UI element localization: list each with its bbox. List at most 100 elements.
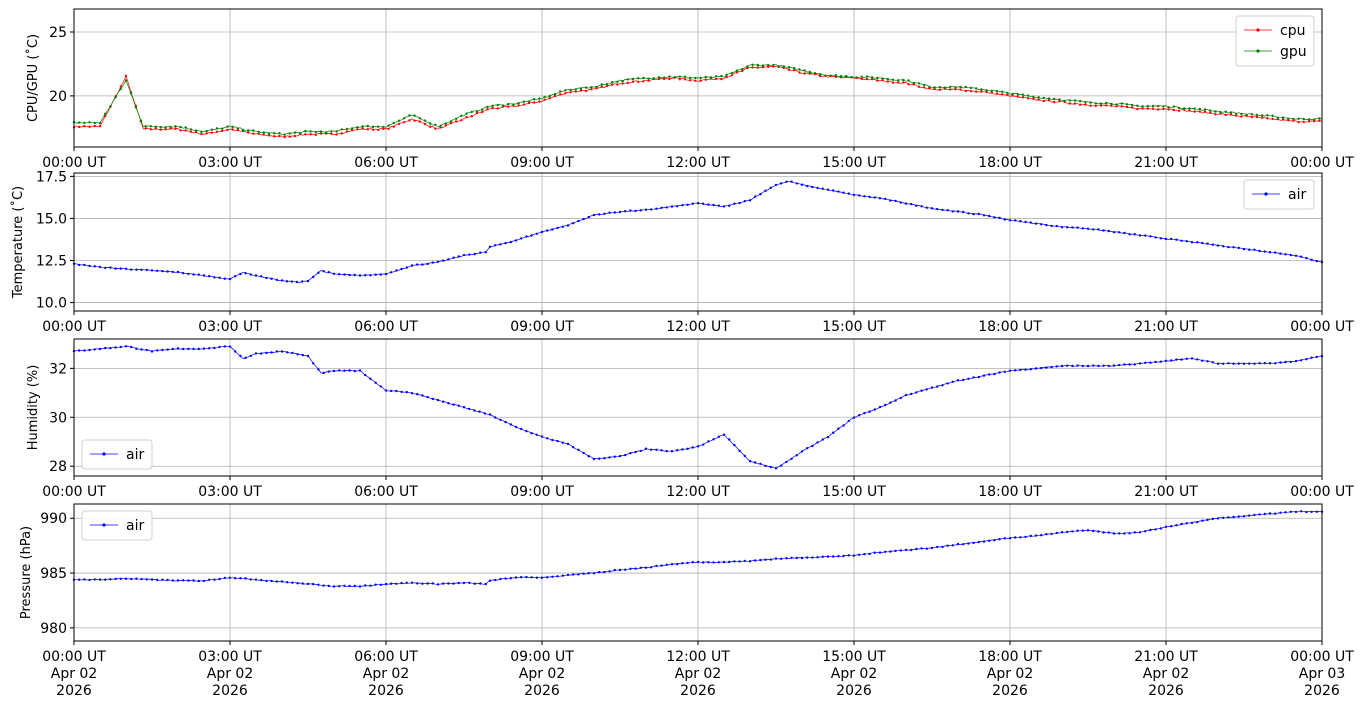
data-point xyxy=(720,77,723,81)
data-point xyxy=(800,183,804,186)
data-point xyxy=(780,182,783,185)
data-point xyxy=(314,130,317,134)
data-point xyxy=(254,274,258,277)
data-point xyxy=(491,104,494,108)
data-point xyxy=(592,457,596,461)
data-point xyxy=(1138,234,1142,237)
data-point xyxy=(270,579,273,583)
data-point xyxy=(1253,248,1256,251)
data-point xyxy=(134,106,138,109)
data-point xyxy=(1105,101,1108,105)
data-point xyxy=(286,351,289,354)
data-point xyxy=(244,272,247,275)
data-point xyxy=(800,450,804,453)
data-point xyxy=(491,106,494,110)
data-point xyxy=(868,552,871,556)
data-point xyxy=(130,268,133,271)
data-point xyxy=(164,126,167,129)
y-tick-label: 20 xyxy=(49,89,67,105)
data-point xyxy=(1211,517,1215,521)
data-point xyxy=(782,65,785,68)
y-tick-label: 30 xyxy=(49,410,67,426)
data-point xyxy=(395,269,398,272)
data-point xyxy=(702,202,705,205)
data-point xyxy=(1081,227,1085,230)
data-point xyxy=(377,128,380,132)
data-point xyxy=(1216,517,1220,520)
data-point xyxy=(1261,114,1264,117)
data-point xyxy=(1167,108,1170,111)
data-point xyxy=(1185,357,1189,360)
data-point xyxy=(637,77,640,80)
data-point xyxy=(1071,226,1074,229)
data-point xyxy=(772,63,775,67)
data-point xyxy=(366,124,369,128)
data-point xyxy=(379,273,382,276)
data-point xyxy=(1086,227,1090,230)
data-point xyxy=(374,583,377,586)
data-point xyxy=(982,374,986,377)
data-point xyxy=(413,119,416,122)
data-point xyxy=(1214,110,1217,113)
data-point xyxy=(496,103,499,107)
data-point xyxy=(512,103,515,106)
x-gridlines xyxy=(73,504,1323,641)
data-point xyxy=(496,107,499,110)
data-point xyxy=(1102,531,1105,534)
data-point xyxy=(228,576,232,579)
data-point xyxy=(416,582,419,585)
x-tick-date: Apr 02 xyxy=(1143,666,1189,682)
data-point xyxy=(384,582,388,586)
data-point xyxy=(98,265,102,269)
x-tick-date: Apr 02 xyxy=(363,666,409,682)
data-point xyxy=(1071,364,1074,368)
data-point xyxy=(182,579,185,582)
data-point xyxy=(1050,532,1053,536)
data-point xyxy=(561,225,564,228)
data-point xyxy=(164,128,167,131)
data-point xyxy=(1001,93,1004,96)
data-point xyxy=(712,203,715,207)
data-point xyxy=(358,585,362,588)
data-point xyxy=(530,234,533,237)
data-point xyxy=(769,558,772,561)
data-point xyxy=(462,253,466,257)
data-point xyxy=(187,579,190,582)
data-point xyxy=(691,202,694,205)
data-point xyxy=(187,347,190,351)
data-point xyxy=(296,353,299,356)
data-point xyxy=(114,577,117,581)
data-point xyxy=(520,576,523,579)
x-tick-label: 12:00 UT xyxy=(666,484,730,500)
data-point xyxy=(1162,105,1165,108)
data-point xyxy=(210,128,213,131)
x-tick-label: 03:00 UT xyxy=(198,484,262,500)
data-point xyxy=(1253,362,1256,365)
x-tick-label: 12:00 UT xyxy=(666,649,730,665)
data-point xyxy=(265,276,268,280)
data-point xyxy=(639,449,642,453)
data-point xyxy=(556,439,559,443)
data-point xyxy=(982,214,986,217)
data-point xyxy=(1042,99,1046,103)
data-point xyxy=(530,576,533,579)
data-point xyxy=(351,127,354,130)
data-point xyxy=(1040,223,1043,226)
data-point xyxy=(559,90,562,93)
data-point xyxy=(681,204,684,207)
data-point xyxy=(159,126,162,129)
data-point xyxy=(1099,104,1103,107)
data-point xyxy=(83,578,86,581)
data-point xyxy=(1079,99,1082,103)
data-point xyxy=(418,120,421,123)
data-point xyxy=(247,129,250,132)
data-point xyxy=(421,582,424,585)
x-tick-label: 21:00 UT xyxy=(1134,649,1198,665)
data-point xyxy=(410,264,414,267)
data-point xyxy=(850,76,853,79)
data-point xyxy=(210,131,213,134)
data-point xyxy=(114,96,117,99)
data-point xyxy=(774,557,778,560)
data-point xyxy=(1245,113,1248,117)
data-point xyxy=(548,97,551,100)
